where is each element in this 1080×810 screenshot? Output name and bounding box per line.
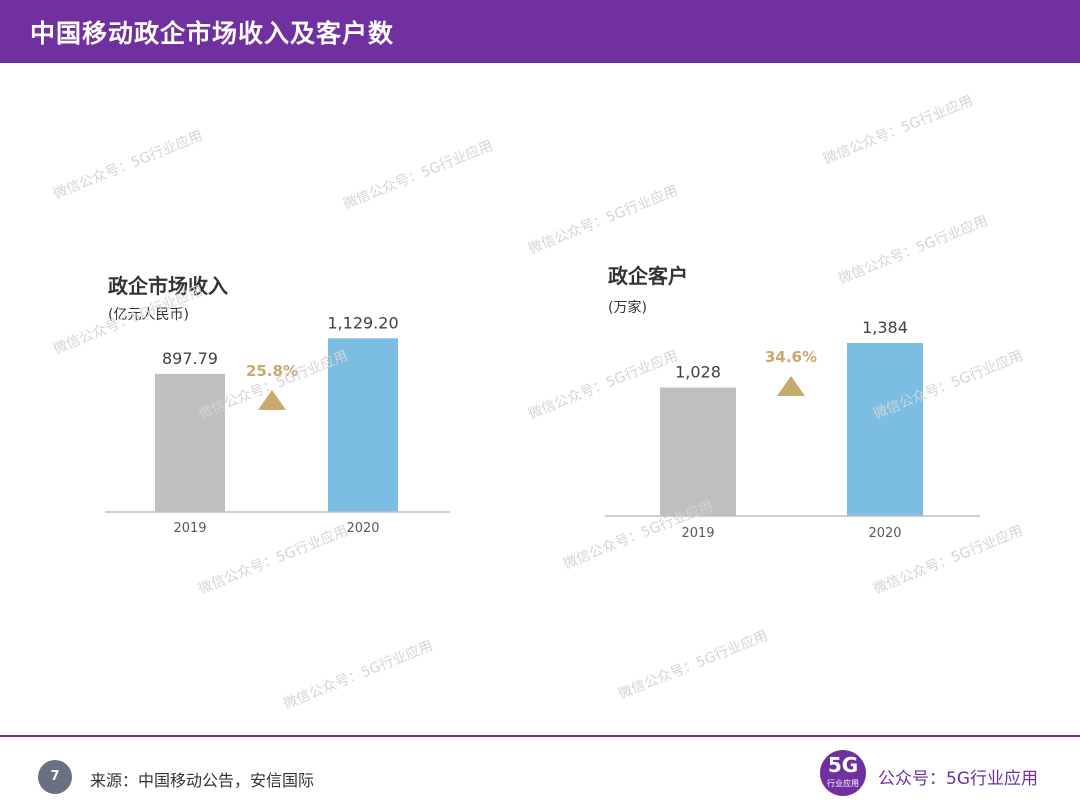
revenue-chart-plot: 897.79 2019 1,129.20 2020 25.8% bbox=[105, 313, 450, 536]
logo-sub-text: 行业应用 bbox=[827, 779, 859, 788]
x-tick-label: 2020 bbox=[868, 526, 901, 541]
brand-account: 公众号：5G行业应用 bbox=[878, 769, 1038, 789]
bar-2020 bbox=[847, 343, 923, 516]
growth-rate-label: 34.6% bbox=[765, 348, 817, 366]
customer-chart-title: 政企客户 bbox=[608, 264, 688, 288]
bar-value-label: 1,384 bbox=[862, 318, 908, 337]
watermark-text: 微信公众号：5G行业应用 bbox=[281, 637, 436, 713]
customer-chart-plot: 1,028 2019 1,384 2020 34.6% bbox=[605, 318, 980, 541]
growth-up-arrow-icon bbox=[258, 390, 286, 410]
x-tick-label: 2020 bbox=[346, 521, 379, 536]
page-title: 中国移动政企市场收入及客户数 bbox=[30, 19, 395, 48]
watermark-text: 微信公众号：5G行业应用 bbox=[821, 92, 976, 168]
source-note: 来源：中国移动公告，安信国际 bbox=[90, 771, 315, 790]
growth-up-arrow-icon bbox=[777, 376, 805, 396]
watermark-text: 微信公众号：5G行业应用 bbox=[526, 182, 681, 258]
page-number-badge: 7 bbox=[38, 760, 72, 794]
logo-main-text: 5G bbox=[827, 753, 859, 777]
bar-value-label: 1,028 bbox=[675, 363, 721, 382]
revenue-chart-unit: (亿元人民币) bbox=[108, 307, 189, 323]
revenue-chart-title: 政企市场收入 bbox=[108, 274, 228, 298]
bar-2019 bbox=[660, 387, 736, 516]
bar-2019 bbox=[155, 373, 225, 512]
5g-logo-icon: 5G 行业应用 bbox=[820, 750, 866, 796]
x-tick-label: 2019 bbox=[173, 521, 206, 536]
customer-chart-unit: (万家) bbox=[608, 300, 647, 316]
header-bar: 中国移动政企市场收入及客户数 bbox=[0, 0, 1080, 63]
footer-divider bbox=[0, 735, 1080, 737]
watermark-text: 微信公众号：5G行业应用 bbox=[836, 212, 991, 288]
watermark-text: 微信公众号：5G行业应用 bbox=[616, 627, 771, 703]
watermark-text: 微信公众号：5G行业应用 bbox=[51, 127, 206, 203]
x-tick-label: 2019 bbox=[681, 526, 714, 541]
bar-value-label: 897.79 bbox=[162, 349, 218, 368]
watermark-text: 微信公众号：5G行业应用 bbox=[341, 137, 496, 213]
bar-2020 bbox=[328, 338, 398, 512]
bar-value-label: 1,129.20 bbox=[327, 313, 398, 332]
growth-rate-label: 25.8% bbox=[246, 362, 298, 380]
